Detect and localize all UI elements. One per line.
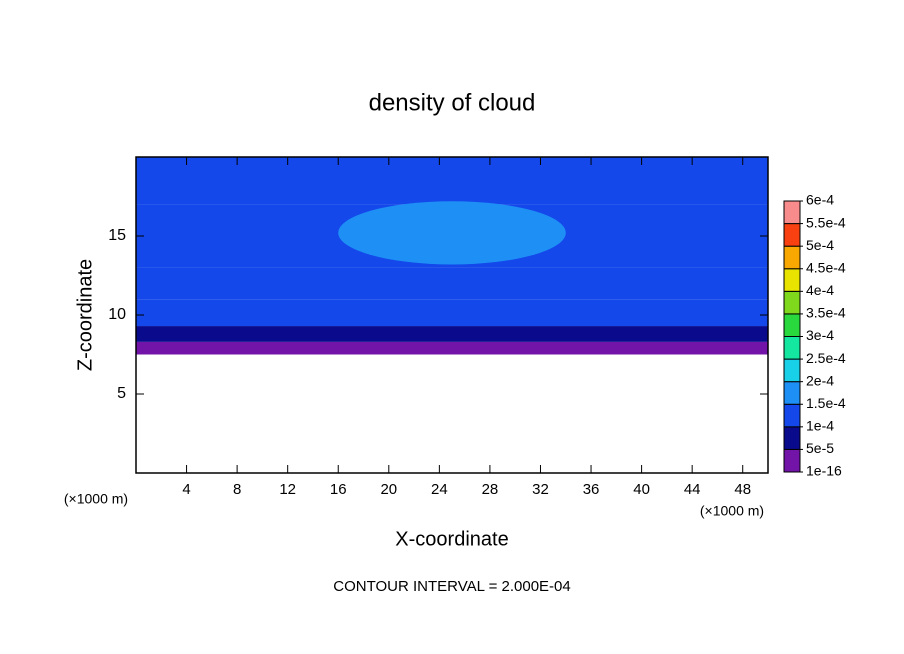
contour-patch bbox=[338, 201, 566, 265]
colorbar-label: 3e-4 bbox=[806, 327, 834, 343]
colorbar-box bbox=[783, 448, 801, 473]
x-tick-label: 44 bbox=[684, 481, 701, 498]
colorbar-label: 1e-16 bbox=[806, 463, 842, 479]
colorbar-label: 5e-4 bbox=[806, 237, 834, 253]
colorbar-box bbox=[783, 336, 801, 360]
colorbar-label: 3.5e-4 bbox=[806, 305, 846, 321]
x-tick-label: 32 bbox=[532, 481, 549, 498]
colorbar-box bbox=[783, 403, 801, 428]
colorbar-box bbox=[783, 223, 801, 247]
colorbar-label: 4e-4 bbox=[806, 282, 834, 298]
colorbar-label: 4.5e-4 bbox=[806, 259, 846, 275]
x-tick-label: 24 bbox=[431, 481, 448, 498]
y-tick-label: 15 bbox=[108, 227, 126, 244]
colorbar-box bbox=[783, 268, 801, 292]
colorbar-box bbox=[783, 245, 801, 270]
contour-band bbox=[136, 157, 768, 205]
x-tick-label: 16 bbox=[330, 481, 347, 498]
colorbar-label: 1e-4 bbox=[806, 418, 834, 434]
colorbar-box bbox=[783, 313, 801, 337]
x-unit-label: (×1000 m) bbox=[64, 491, 128, 507]
x-tick-label: 48 bbox=[734, 481, 751, 498]
colorbar-label: 5e-5 bbox=[806, 440, 834, 456]
chart-title: density of cloud bbox=[369, 89, 536, 116]
contour-band bbox=[136, 299, 768, 327]
x-tick-label: 4 bbox=[182, 481, 190, 498]
contour-band bbox=[136, 326, 768, 342]
y-tick-label: 10 bbox=[108, 306, 126, 323]
contour-band bbox=[136, 267, 768, 300]
x-tick-label: 20 bbox=[380, 481, 397, 498]
colorbar-label: 6e-4 bbox=[806, 192, 834, 208]
colorbar-label: 5.5e-4 bbox=[806, 214, 846, 230]
colorbar-box bbox=[783, 426, 801, 450]
x-tick-label: 8 bbox=[233, 481, 241, 498]
colorbar-label: 2e-4 bbox=[806, 372, 834, 388]
y-axis-label: Z-coordinate bbox=[74, 259, 96, 371]
colorbar-box bbox=[783, 200, 801, 225]
colorbar-label: 2.5e-4 bbox=[806, 350, 846, 366]
x-unit-label: (×1000 m) bbox=[700, 503, 764, 519]
colorbar-label: 1.5e-4 bbox=[806, 395, 846, 411]
y-tick-label: 5 bbox=[117, 385, 126, 402]
colorbar-box bbox=[783, 381, 801, 405]
colorbar-box bbox=[783, 358, 801, 383]
x-tick-label: 28 bbox=[482, 481, 499, 498]
footer: CONTOUR INTERVAL = 2.000E-04 bbox=[333, 578, 570, 595]
x-tick-label: 12 bbox=[279, 481, 296, 498]
contour-band bbox=[136, 341, 768, 355]
x-tick-label: 40 bbox=[633, 481, 650, 498]
x-tick-label: 36 bbox=[583, 481, 600, 498]
x-axis-label: X-coordinate bbox=[395, 528, 508, 550]
colorbar-box bbox=[783, 290, 801, 315]
